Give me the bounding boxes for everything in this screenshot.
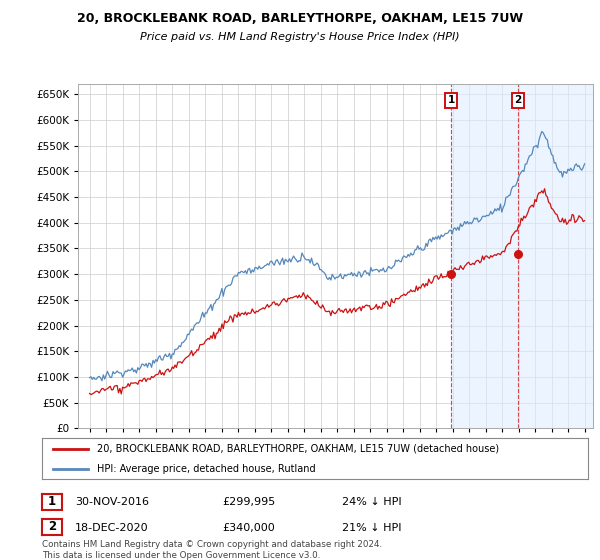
Text: 18-DEC-2020: 18-DEC-2020 (75, 522, 149, 533)
Text: 1: 1 (448, 95, 455, 105)
Text: 21% ↓ HPI: 21% ↓ HPI (342, 522, 401, 533)
Text: 1: 1 (48, 495, 56, 508)
Text: £299,995: £299,995 (222, 497, 275, 507)
Text: 20, BROCKLEBANK ROAD, BARLEYTHORPE, OAKHAM, LE15 7UW: 20, BROCKLEBANK ROAD, BARLEYTHORPE, OAKH… (77, 12, 523, 25)
Text: 30-NOV-2016: 30-NOV-2016 (75, 497, 149, 507)
Text: 2: 2 (48, 520, 56, 534)
Text: Contains HM Land Registry data © Crown copyright and database right 2024.
This d: Contains HM Land Registry data © Crown c… (42, 539, 382, 560)
Text: 24% ↓ HPI: 24% ↓ HPI (342, 497, 401, 507)
Text: Price paid vs. HM Land Registry's House Price Index (HPI): Price paid vs. HM Land Registry's House … (140, 32, 460, 43)
Bar (518, 84, 593, 428)
Text: £340,000: £340,000 (222, 522, 275, 533)
Text: 2: 2 (514, 95, 521, 105)
Bar (451, 84, 518, 428)
Text: HPI: Average price, detached house, Rutland: HPI: Average price, detached house, Rutl… (97, 464, 315, 474)
Text: 20, BROCKLEBANK ROAD, BARLEYTHORPE, OAKHAM, LE15 7UW (detached house): 20, BROCKLEBANK ROAD, BARLEYTHORPE, OAKH… (97, 444, 499, 454)
